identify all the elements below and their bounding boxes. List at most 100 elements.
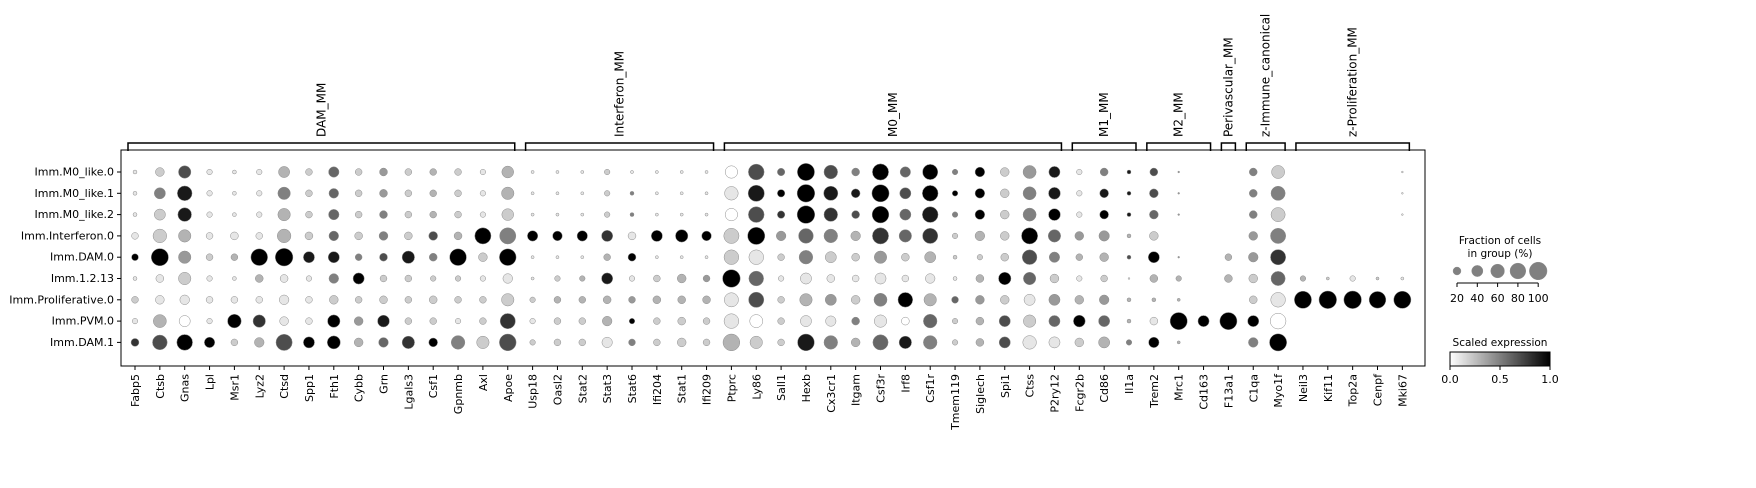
dot (652, 295, 662, 304)
dot (851, 210, 860, 219)
gene-label: Ctss (1024, 374, 1037, 398)
dot (1349, 275, 1356, 282)
dot (1022, 186, 1037, 201)
size-legend-title: in group (%) (1468, 248, 1533, 260)
group-bracket (1146, 142, 1212, 151)
dot (1021, 249, 1038, 265)
dot (629, 191, 635, 196)
dot (401, 335, 415, 349)
dot (1248, 273, 1258, 284)
dot (178, 250, 192, 264)
dot (499, 333, 517, 351)
dot (1000, 188, 1010, 198)
dot (627, 253, 637, 262)
dot (1127, 277, 1131, 280)
dot (1270, 292, 1286, 308)
gene-label: Usp18 (527, 374, 540, 409)
dot (479, 317, 487, 325)
dot (404, 168, 413, 176)
dot (675, 229, 689, 243)
dot (1098, 315, 1110, 327)
dot (454, 296, 462, 304)
dot (601, 336, 613, 348)
gene-label: Mrc1 (1173, 374, 1186, 401)
dot (206, 168, 213, 176)
dot (724, 292, 739, 308)
dot (976, 254, 983, 261)
group-label: M0_MM (886, 92, 900, 137)
dot (232, 191, 237, 196)
gene-label: Sall1 (775, 374, 788, 401)
gene-label: Trem2 (1148, 374, 1161, 409)
dot (898, 335, 912, 349)
dot (454, 189, 462, 197)
dot (1099, 188, 1109, 198)
dot (279, 316, 289, 326)
size-legend-tick-label: 40 (1470, 292, 1484, 305)
dot (604, 211, 611, 218)
dot (800, 272, 812, 285)
dot (922, 164, 939, 180)
size-legend-tick-label: 80 (1511, 292, 1525, 305)
dot (901, 274, 910, 283)
gene-label: Top2a (1347, 374, 1360, 407)
gene-label: Cenpf (1372, 373, 1385, 406)
dot (1270, 185, 1286, 201)
dot (601, 230, 613, 242)
group-label: DAM_MM (314, 83, 328, 137)
dot (952, 211, 959, 218)
dot (554, 275, 561, 282)
gene-label: Ctsb (154, 374, 167, 399)
dot (474, 227, 492, 245)
dot (327, 314, 341, 328)
dot (479, 190, 486, 197)
dot (132, 212, 138, 217)
dot (897, 292, 913, 308)
dot (702, 295, 711, 304)
dot (1176, 340, 1181, 345)
dot (530, 276, 535, 281)
dot (1177, 192, 1180, 195)
dot (724, 208, 738, 222)
dot (798, 250, 814, 265)
dot (454, 168, 462, 176)
dot (748, 206, 765, 223)
dot (479, 168, 486, 176)
dot (206, 211, 213, 218)
gene-label: Cd163 (1198, 374, 1211, 410)
dot (628, 296, 636, 304)
dot (1076, 168, 1083, 176)
dot (255, 274, 264, 283)
dot (974, 188, 985, 199)
dot (1401, 213, 1404, 216)
dot (155, 274, 165, 283)
dot (952, 168, 959, 176)
dot (154, 208, 166, 221)
dot (206, 318, 213, 325)
dot (377, 314, 390, 328)
gene-label: Neil3 (1297, 374, 1310, 402)
dot (630, 170, 634, 174)
dot (1048, 336, 1061, 349)
color-legend-tick-label: 0.0 (1441, 373, 1459, 386)
dot (974, 166, 985, 178)
dot (1000, 209, 1010, 220)
dot (874, 250, 887, 264)
dot (430, 275, 437, 282)
gene-label: Lyz2 (253, 374, 266, 398)
dot (155, 167, 165, 177)
dot (874, 272, 887, 285)
color-legend-title: Scaled expression (1453, 337, 1548, 349)
dot (152, 228, 167, 243)
dot (580, 191, 585, 196)
dot (1269, 333, 1287, 352)
dot (823, 335, 838, 350)
size-legend-tick-label: 20 (1450, 292, 1464, 305)
dot (923, 293, 937, 307)
dot (797, 333, 815, 351)
dot (327, 335, 341, 350)
dot (352, 272, 365, 285)
size-legend-title: Fraction of cells (1459, 235, 1541, 247)
dot (275, 248, 294, 267)
